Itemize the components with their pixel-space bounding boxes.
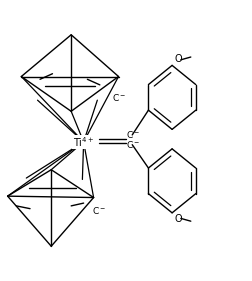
Text: O: O bbox=[175, 214, 182, 224]
Text: C$^-$: C$^-$ bbox=[112, 92, 127, 103]
Text: O: O bbox=[175, 54, 182, 64]
Text: C$^-$: C$^-$ bbox=[126, 139, 140, 150]
Text: C$^-$: C$^-$ bbox=[92, 205, 107, 216]
Text: C$^-$: C$^-$ bbox=[126, 130, 140, 140]
Text: Ti$^{4+}$: Ti$^{4+}$ bbox=[73, 135, 94, 149]
